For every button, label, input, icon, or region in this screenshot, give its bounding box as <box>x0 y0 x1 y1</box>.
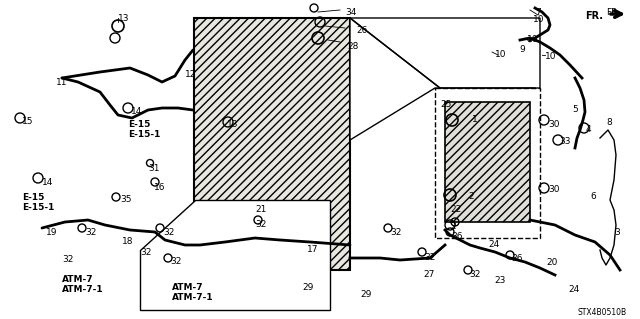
Text: 10: 10 <box>545 52 557 61</box>
Text: 31: 31 <box>148 164 159 173</box>
Text: 32: 32 <box>255 220 266 229</box>
Text: 9: 9 <box>519 45 525 54</box>
Text: 21: 21 <box>255 205 266 214</box>
Text: 36: 36 <box>451 232 463 241</box>
Text: 22: 22 <box>450 205 461 214</box>
Text: 12: 12 <box>185 70 196 79</box>
Text: 4: 4 <box>586 125 591 134</box>
Bar <box>435 88 540 238</box>
Text: 32: 32 <box>62 255 74 264</box>
Text: 2: 2 <box>468 192 474 201</box>
Text: 35: 35 <box>120 195 131 204</box>
Text: 17: 17 <box>307 245 319 254</box>
Text: FR.: FR. <box>606 8 620 17</box>
Text: 32: 32 <box>469 270 481 279</box>
Text: 13: 13 <box>118 14 129 23</box>
Text: 34: 34 <box>345 8 356 17</box>
Text: 23: 23 <box>494 276 506 285</box>
Text: 25: 25 <box>440 100 451 109</box>
Polygon shape <box>140 200 330 310</box>
Text: 14: 14 <box>131 107 142 116</box>
Text: 29: 29 <box>360 290 371 299</box>
Bar <box>445 102 530 222</box>
Text: 10: 10 <box>495 50 506 59</box>
Text: E-15-1: E-15-1 <box>22 203 54 212</box>
Text: 32: 32 <box>424 253 435 262</box>
Text: 15: 15 <box>22 117 33 126</box>
Text: 26: 26 <box>356 26 367 35</box>
Text: FR.: FR. <box>585 11 603 21</box>
Text: 18: 18 <box>122 237 134 246</box>
Text: STX4B0510B: STX4B0510B <box>578 308 627 317</box>
Text: 1: 1 <box>472 115 477 124</box>
Text: ATM-7: ATM-7 <box>172 283 204 292</box>
Text: 13: 13 <box>227 120 239 129</box>
Text: 32: 32 <box>140 248 152 257</box>
Text: 5: 5 <box>572 105 578 114</box>
Text: ATM-7-1: ATM-7-1 <box>62 285 104 294</box>
Text: 32: 32 <box>85 228 97 237</box>
Text: 6: 6 <box>590 192 596 201</box>
Text: 32: 32 <box>170 257 181 266</box>
Text: 14: 14 <box>42 178 53 187</box>
Text: 7: 7 <box>535 8 541 17</box>
Text: ATM-7-1: ATM-7-1 <box>172 293 214 302</box>
Text: ATM-7: ATM-7 <box>62 275 93 284</box>
Text: 10: 10 <box>527 35 538 44</box>
Text: 11: 11 <box>56 78 67 87</box>
Text: E-15-1: E-15-1 <box>128 130 161 139</box>
Text: 27: 27 <box>423 270 435 279</box>
Text: 36: 36 <box>511 254 522 263</box>
Bar <box>445 102 530 222</box>
Text: 30: 30 <box>548 185 559 194</box>
Text: 33: 33 <box>559 137 570 146</box>
Bar <box>194 18 350 270</box>
Text: 20: 20 <box>546 258 557 267</box>
Text: 3: 3 <box>614 228 620 237</box>
Text: 10: 10 <box>533 15 545 24</box>
Text: 32: 32 <box>390 228 401 237</box>
Text: 2: 2 <box>450 222 456 231</box>
Text: 32: 32 <box>163 228 174 237</box>
Text: 30: 30 <box>548 120 559 129</box>
Text: 19: 19 <box>46 228 58 237</box>
Text: 29: 29 <box>302 283 314 292</box>
Text: 24: 24 <box>568 285 579 294</box>
Text: 16: 16 <box>154 183 166 192</box>
Text: E-15: E-15 <box>128 120 150 129</box>
Text: 28: 28 <box>347 42 358 51</box>
Text: 24: 24 <box>488 240 499 249</box>
Text: E-15: E-15 <box>22 193 44 202</box>
Polygon shape <box>350 18 540 140</box>
Bar <box>194 18 350 270</box>
Text: 8: 8 <box>606 118 612 127</box>
